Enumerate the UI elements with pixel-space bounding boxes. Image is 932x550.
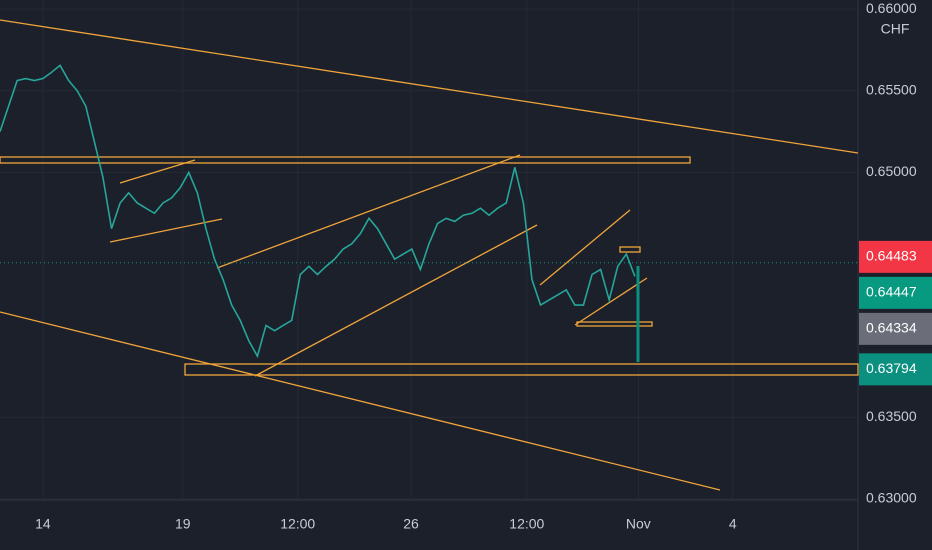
trendline <box>539 209 631 286</box>
price-label-box <box>859 276 932 309</box>
price-label: 0.64334 <box>866 320 917 336</box>
plot <box>0 64 858 359</box>
price-label: 0.64483 <box>866 248 917 264</box>
trendline <box>254 224 538 377</box>
trendline <box>109 218 223 243</box>
price-label-box <box>859 312 932 345</box>
resistance-zone <box>0 156 691 164</box>
y-tick-label: 0.66000 <box>866 0 917 16</box>
x-tick-label: 14 <box>35 516 51 532</box>
trendline <box>0 311 721 491</box>
x-tick-label: 12:00 <box>280 516 315 532</box>
x-tick-label: 4 <box>729 516 737 532</box>
x-tick-label: 26 <box>403 516 419 532</box>
x-tick-label: 19 <box>175 516 191 532</box>
grid <box>0 0 858 500</box>
x-tick-label: 12:00 <box>509 516 544 532</box>
zone <box>619 246 641 253</box>
support-zone <box>184 363 859 376</box>
price-label: 0.64447 <box>866 284 917 300</box>
price-label-box <box>859 353 932 386</box>
drawings <box>0 19 859 491</box>
trendline <box>574 277 648 326</box>
x-tick-label: Nov <box>626 516 651 532</box>
trendline <box>119 159 196 184</box>
y-tick-label: 0.63500 <box>866 408 917 424</box>
price-label: 0.63794 <box>866 360 917 376</box>
price-label-box <box>859 240 932 273</box>
price-line <box>0 64 636 359</box>
currency-label: CHF <box>881 21 910 37</box>
trendline <box>0 19 859 154</box>
y-tick-label: 0.63000 <box>866 490 917 506</box>
trendline <box>216 154 521 269</box>
y-tick-label: 0.65500 <box>866 81 917 97</box>
y-tick-label: 0.65000 <box>866 163 917 179</box>
zone <box>576 321 653 327</box>
